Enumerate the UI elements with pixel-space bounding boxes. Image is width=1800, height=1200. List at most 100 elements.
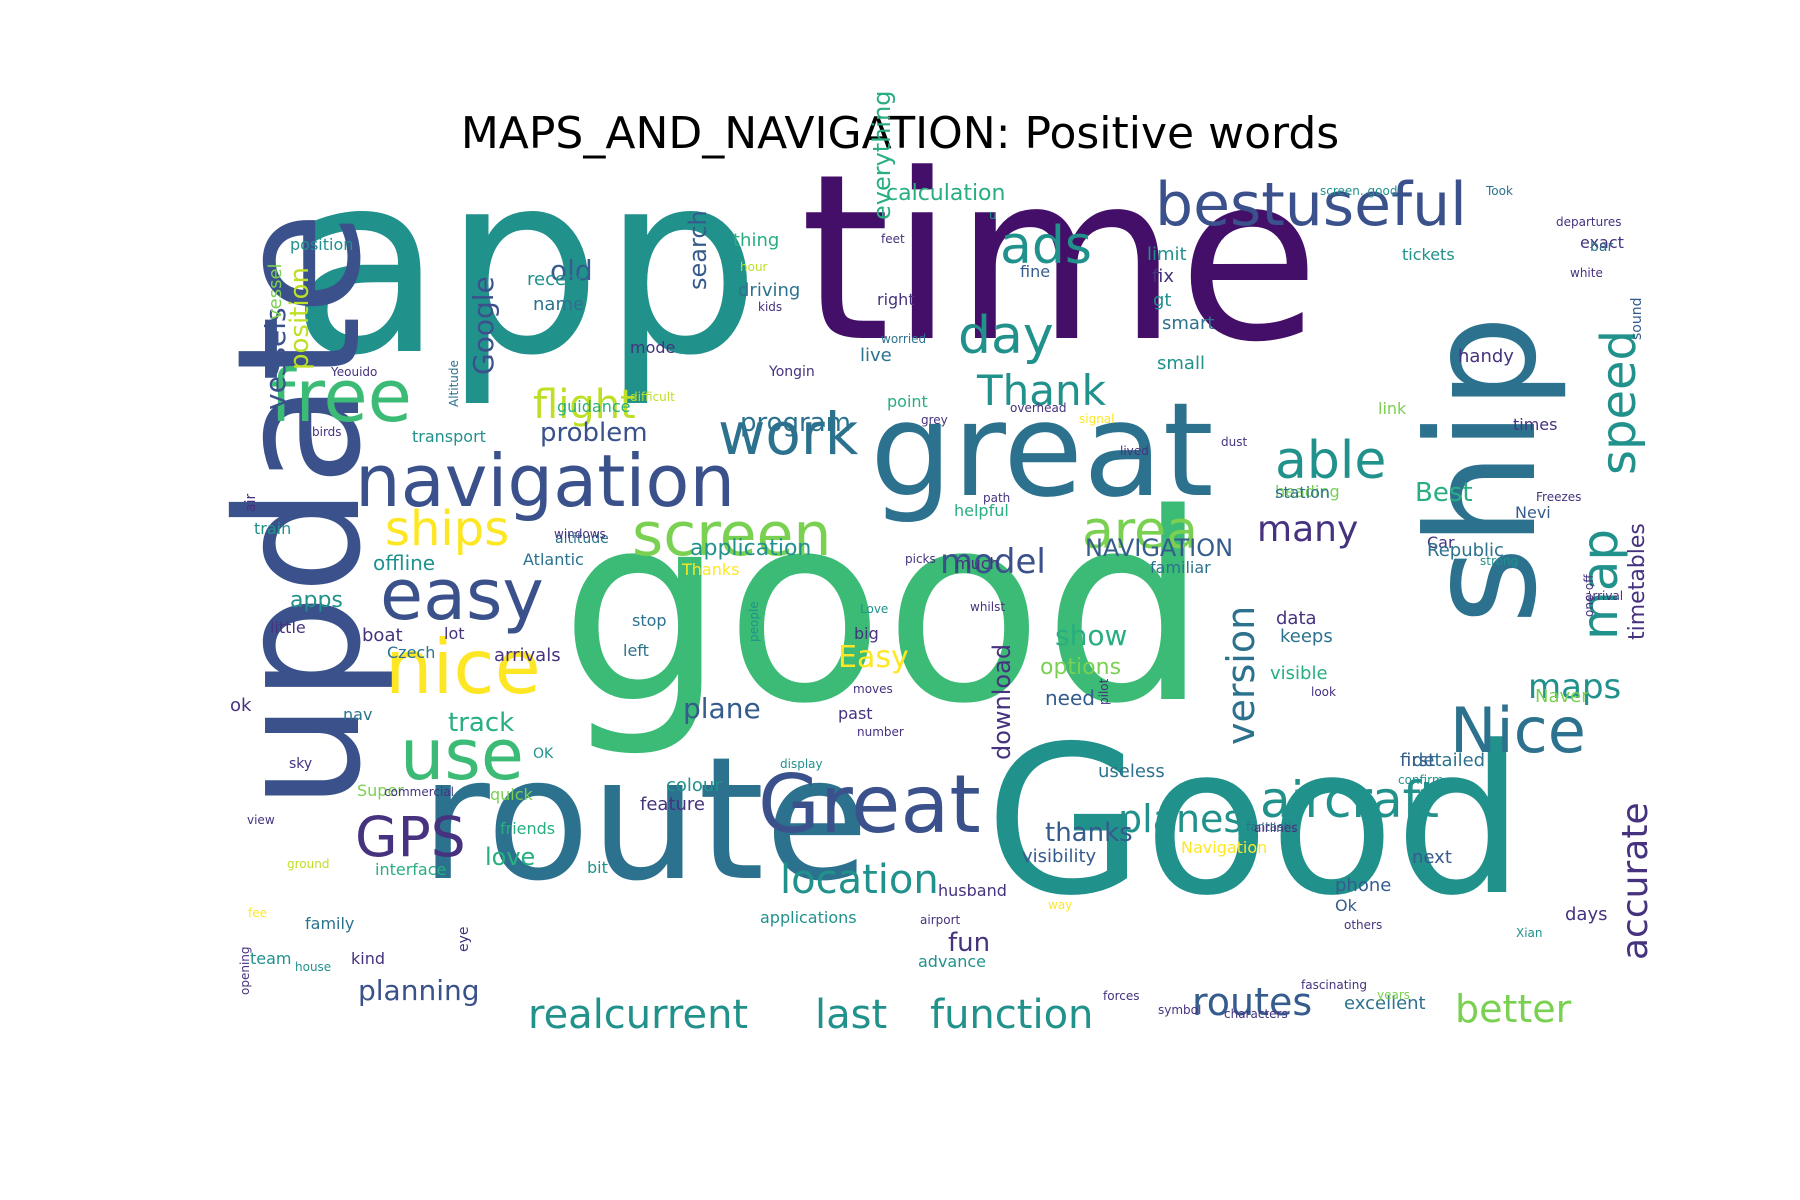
cloud-word: grey [921, 413, 948, 427]
cloud-word: nav [343, 705, 373, 724]
cloud-word: airlines [1254, 821, 1298, 835]
cloud-word: realcurrent [528, 992, 749, 1038]
cloud-word: mode [630, 338, 676, 357]
cloud-word: people [747, 601, 761, 642]
cloud-word: path [983, 491, 1011, 505]
cloud-word: planning [358, 974, 480, 1007]
cloud-word: kids [758, 300, 783, 314]
cloud-word: NAVIGATION [1085, 534, 1234, 562]
cloud-word: Good [985, 703, 1525, 941]
cloud-word: picks [905, 552, 936, 566]
cloud-word: recent [527, 269, 585, 290]
cloud-word: many [1257, 509, 1359, 550]
cloud-word: data [1276, 608, 1317, 629]
cloud-word: Thank [977, 366, 1106, 415]
cloud-word: tickets [1402, 245, 1455, 264]
cloud-word: stop [632, 611, 667, 630]
cloud-word: smart [1162, 313, 1215, 334]
cloud-word: navigation [355, 439, 736, 523]
cloud-word: airport [920, 913, 961, 927]
cloud-word: hour [740, 260, 768, 274]
cloud-word: lot [444, 624, 465, 643]
cloud-word: time [800, 126, 1320, 393]
cloud-word: excellent [1344, 993, 1426, 1014]
cloud-word: Super [357, 781, 404, 800]
cloud-word: application [690, 536, 812, 561]
cloud-word: number [857, 725, 904, 739]
cloud-word: kind [351, 949, 386, 968]
cloud-word: position [285, 267, 315, 370]
cloud-word: limit [1147, 244, 1187, 265]
cloud-word: download [988, 643, 1016, 760]
cloud-word: good [560, 459, 1209, 761]
cloud-word: family [305, 914, 355, 933]
cloud-word: options [1040, 655, 1122, 680]
cloud-word: show [1055, 619, 1128, 652]
cloud-word: helpful [954, 501, 1009, 520]
cloud-word: ads [1000, 216, 1092, 276]
cloud-word: look [1311, 685, 1336, 699]
cloud-word: station [1275, 483, 1331, 502]
cloud-word: Altitude [447, 360, 461, 407]
cloud-word: Love [860, 602, 889, 616]
cloud-word: thanks [1045, 818, 1133, 848]
cloud-word: version [1219, 605, 1263, 745]
cloud-word: eye [456, 926, 472, 952]
cloud-word: air [243, 493, 259, 512]
cloud-word: detailed [1412, 750, 1486, 771]
cloud-word: free [270, 354, 412, 438]
cloud-word: GPS [355, 805, 466, 869]
cloud-word: fascinating [1301, 978, 1367, 992]
cloud-word: quick [490, 785, 533, 804]
cloud-word: name [533, 294, 585, 315]
cloud-word: bar [1590, 239, 1614, 255]
cloud-word: vessel [265, 263, 286, 320]
cloud-word: planes [1118, 797, 1244, 841]
cloud-word: Nevi [1515, 503, 1551, 522]
cloud-word: position [290, 235, 354, 254]
cloud-word: little [270, 618, 306, 637]
cloud-word: Great [758, 758, 981, 851]
cloud-word: next [1412, 847, 1452, 868]
cloud-word: past [838, 704, 873, 723]
cloud-word: times [1513, 415, 1558, 434]
cloud-word: Nice [1450, 694, 1586, 767]
cloud-word: left [623, 641, 649, 660]
cloud-word: others [1344, 918, 1383, 932]
cloud-word: link [1378, 399, 1407, 418]
cloud-word: use [400, 714, 524, 796]
cloud-word: dust [1221, 435, 1248, 449]
cloud-word: pilot [1097, 678, 1111, 705]
cloud-word: sky [289, 756, 313, 772]
cloud-word: confirm [1398, 773, 1444, 787]
cloud-word: team [250, 949, 292, 968]
cloud-word: transport [412, 427, 486, 446]
cloud-word: way [1048, 898, 1073, 912]
cloud-word: heading [1275, 482, 1340, 501]
cloud-word: fee [248, 906, 267, 920]
cloud-word: location [780, 857, 939, 903]
cloud-word: windows [554, 527, 606, 541]
cloud-word: worried [881, 332, 927, 346]
cloud-word: speed [1591, 329, 1647, 475]
cloud-word: work [718, 400, 859, 468]
cloud-word: model [940, 542, 1046, 582]
cloud-word: whilst [970, 600, 1006, 614]
cloud-word: last [815, 992, 888, 1038]
cloud-word: exact [1580, 233, 1624, 252]
cloud-word: Best [1415, 478, 1473, 508]
cloud-word: better [1455, 987, 1572, 1031]
cloud-word: right [877, 290, 915, 309]
cloud-word: thing [733, 230, 780, 251]
cloud-word: Naver [1535, 686, 1589, 707]
cloud-word: phone [1335, 875, 1392, 896]
cloud-word: commercial [384, 785, 454, 799]
cloud-word: accurate [1615, 802, 1656, 960]
cloud-word: program [740, 408, 851, 438]
cloud-word: app [290, 119, 761, 410]
cloud-word: bestuseful [1155, 170, 1467, 240]
cloud-word: boat [362, 625, 403, 646]
cloud-word: moves [853, 682, 893, 696]
cloud-word: fix [1152, 266, 1174, 287]
cloud-word: applications [760, 908, 857, 927]
